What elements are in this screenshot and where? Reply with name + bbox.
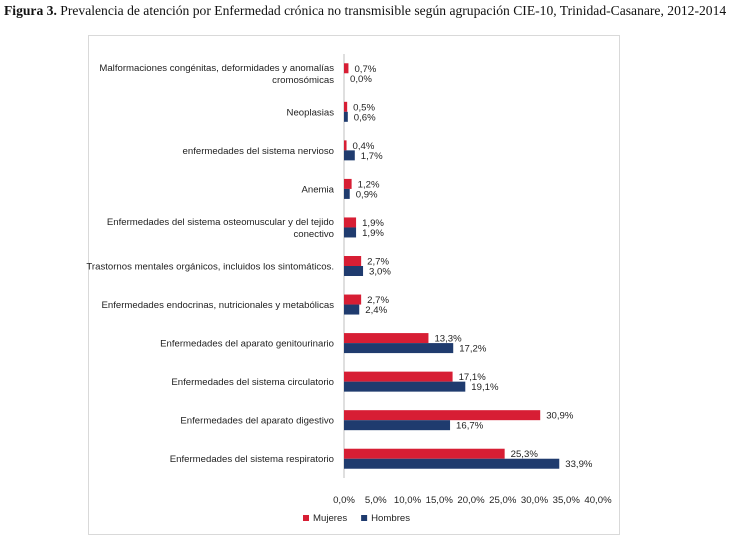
x-tick-label: 10,0% bbox=[394, 495, 422, 506]
data-label-mujeres: 13,3% bbox=[434, 334, 462, 345]
data-label-hombres: 2,4% bbox=[365, 305, 387, 316]
data-label-hombres: 16,7% bbox=[456, 421, 484, 432]
data-label-mujeres: 0,4% bbox=[353, 141, 375, 152]
x-tick-label: 20,0% bbox=[457, 495, 485, 506]
bar-hombres bbox=[344, 420, 451, 431]
figure-label: Figura 3. bbox=[4, 3, 57, 18]
bar-mujeres bbox=[344, 101, 348, 112]
bar-hombres bbox=[344, 458, 560, 469]
data-label-mujeres: 1,2% bbox=[358, 179, 380, 190]
category-label: cromosómicas bbox=[272, 75, 334, 86]
x-tick-label: 15,0% bbox=[426, 495, 454, 506]
bar-mujeres bbox=[344, 217, 357, 228]
data-label-hombres: 0,0% bbox=[350, 74, 372, 85]
data-label-hombres: 1,9% bbox=[362, 228, 384, 239]
data-label-mujeres: 2,7% bbox=[367, 257, 389, 268]
data-label-hombres: 3,0% bbox=[369, 267, 391, 278]
data-label-hombres: 19,1% bbox=[471, 382, 499, 393]
category-label: Enfermedades del sistema circulatorio bbox=[171, 377, 334, 388]
bar-mujeres bbox=[344, 63, 349, 74]
category-label: Enfermedades del aparato digestivo bbox=[180, 416, 334, 427]
data-label-hombres: 0,9% bbox=[356, 189, 378, 200]
bar-hombres bbox=[344, 150, 355, 161]
bar-mujeres bbox=[344, 448, 505, 459]
bar-mujeres bbox=[344, 256, 362, 266]
bar-hombres bbox=[344, 343, 454, 354]
data-label-mujeres: 2,7% bbox=[367, 295, 389, 306]
data-label-mujeres: 25,3% bbox=[511, 449, 539, 460]
bar-mujeres bbox=[344, 410, 541, 421]
data-label-mujeres: 30,9% bbox=[546, 411, 574, 422]
data-label-hombres: 33,9% bbox=[565, 459, 593, 470]
bar-mujeres bbox=[344, 333, 429, 344]
bar-hombres bbox=[344, 188, 350, 199]
bar-hombres bbox=[344, 227, 357, 238]
data-label-hombres: 0,6% bbox=[354, 112, 376, 123]
data-label-mujeres: 0,7% bbox=[354, 64, 376, 75]
bar-hombres bbox=[344, 266, 364, 276]
category-label: Neoplasias bbox=[287, 107, 335, 118]
data-label-mujeres: 0,5% bbox=[353, 102, 375, 113]
category-label: conectivo bbox=[293, 229, 334, 240]
bar-hombres bbox=[344, 111, 348, 122]
legend-label-mujeres: Mujeres bbox=[313, 513, 347, 524]
data-label-mujeres: 1,9% bbox=[362, 218, 384, 229]
x-tick-label: 35,0% bbox=[553, 495, 581, 506]
category-label: Enfermedades del sistema osteomuscular y… bbox=[107, 217, 334, 228]
bar-mujeres bbox=[344, 178, 352, 189]
figure-caption-text: Prevalencia de atención por Enfermedad c… bbox=[60, 3, 727, 18]
legend-swatch-hombres bbox=[361, 515, 368, 521]
data-label-hombres: 1,7% bbox=[361, 151, 383, 162]
x-tick-label: 25,0% bbox=[489, 495, 517, 506]
category-label: Trastornos mentales orgánicos, incluidos… bbox=[86, 262, 334, 273]
bar-hombres bbox=[344, 304, 360, 315]
bar-mujeres bbox=[344, 140, 347, 151]
bar-hombres bbox=[344, 381, 466, 392]
category-label: Enfermedades del aparato genitourinario bbox=[160, 339, 334, 350]
category-label: enfermedades del sistema nervioso bbox=[183, 146, 334, 157]
category-label: Enfermedades endocrinas, nutricionales y… bbox=[101, 300, 334, 311]
figure-caption: Figura 3. Prevalencia de atención por En… bbox=[4, 3, 730, 19]
bar-mujeres bbox=[344, 371, 453, 382]
legend-label-hombres: Hombres bbox=[371, 513, 410, 524]
chart-frame bbox=[88, 35, 620, 535]
data-label-mujeres: 17,1% bbox=[459, 372, 487, 383]
category-label: Anemia bbox=[301, 184, 334, 195]
category-label: Enfermedades del sistema respiratorio bbox=[170, 454, 334, 465]
category-label: Malformaciones congénitas, deformidades … bbox=[99, 63, 334, 74]
legend-swatch-mujeres bbox=[303, 515, 309, 521]
x-tick-label: 0,0% bbox=[333, 495, 355, 506]
bar-mujeres bbox=[344, 294, 362, 305]
x-tick-label: 5,0% bbox=[365, 495, 387, 506]
data-label-hombres: 17,2% bbox=[459, 344, 487, 355]
x-tick-label: 40,0% bbox=[584, 495, 612, 506]
x-tick-label: 30,0% bbox=[521, 495, 549, 506]
